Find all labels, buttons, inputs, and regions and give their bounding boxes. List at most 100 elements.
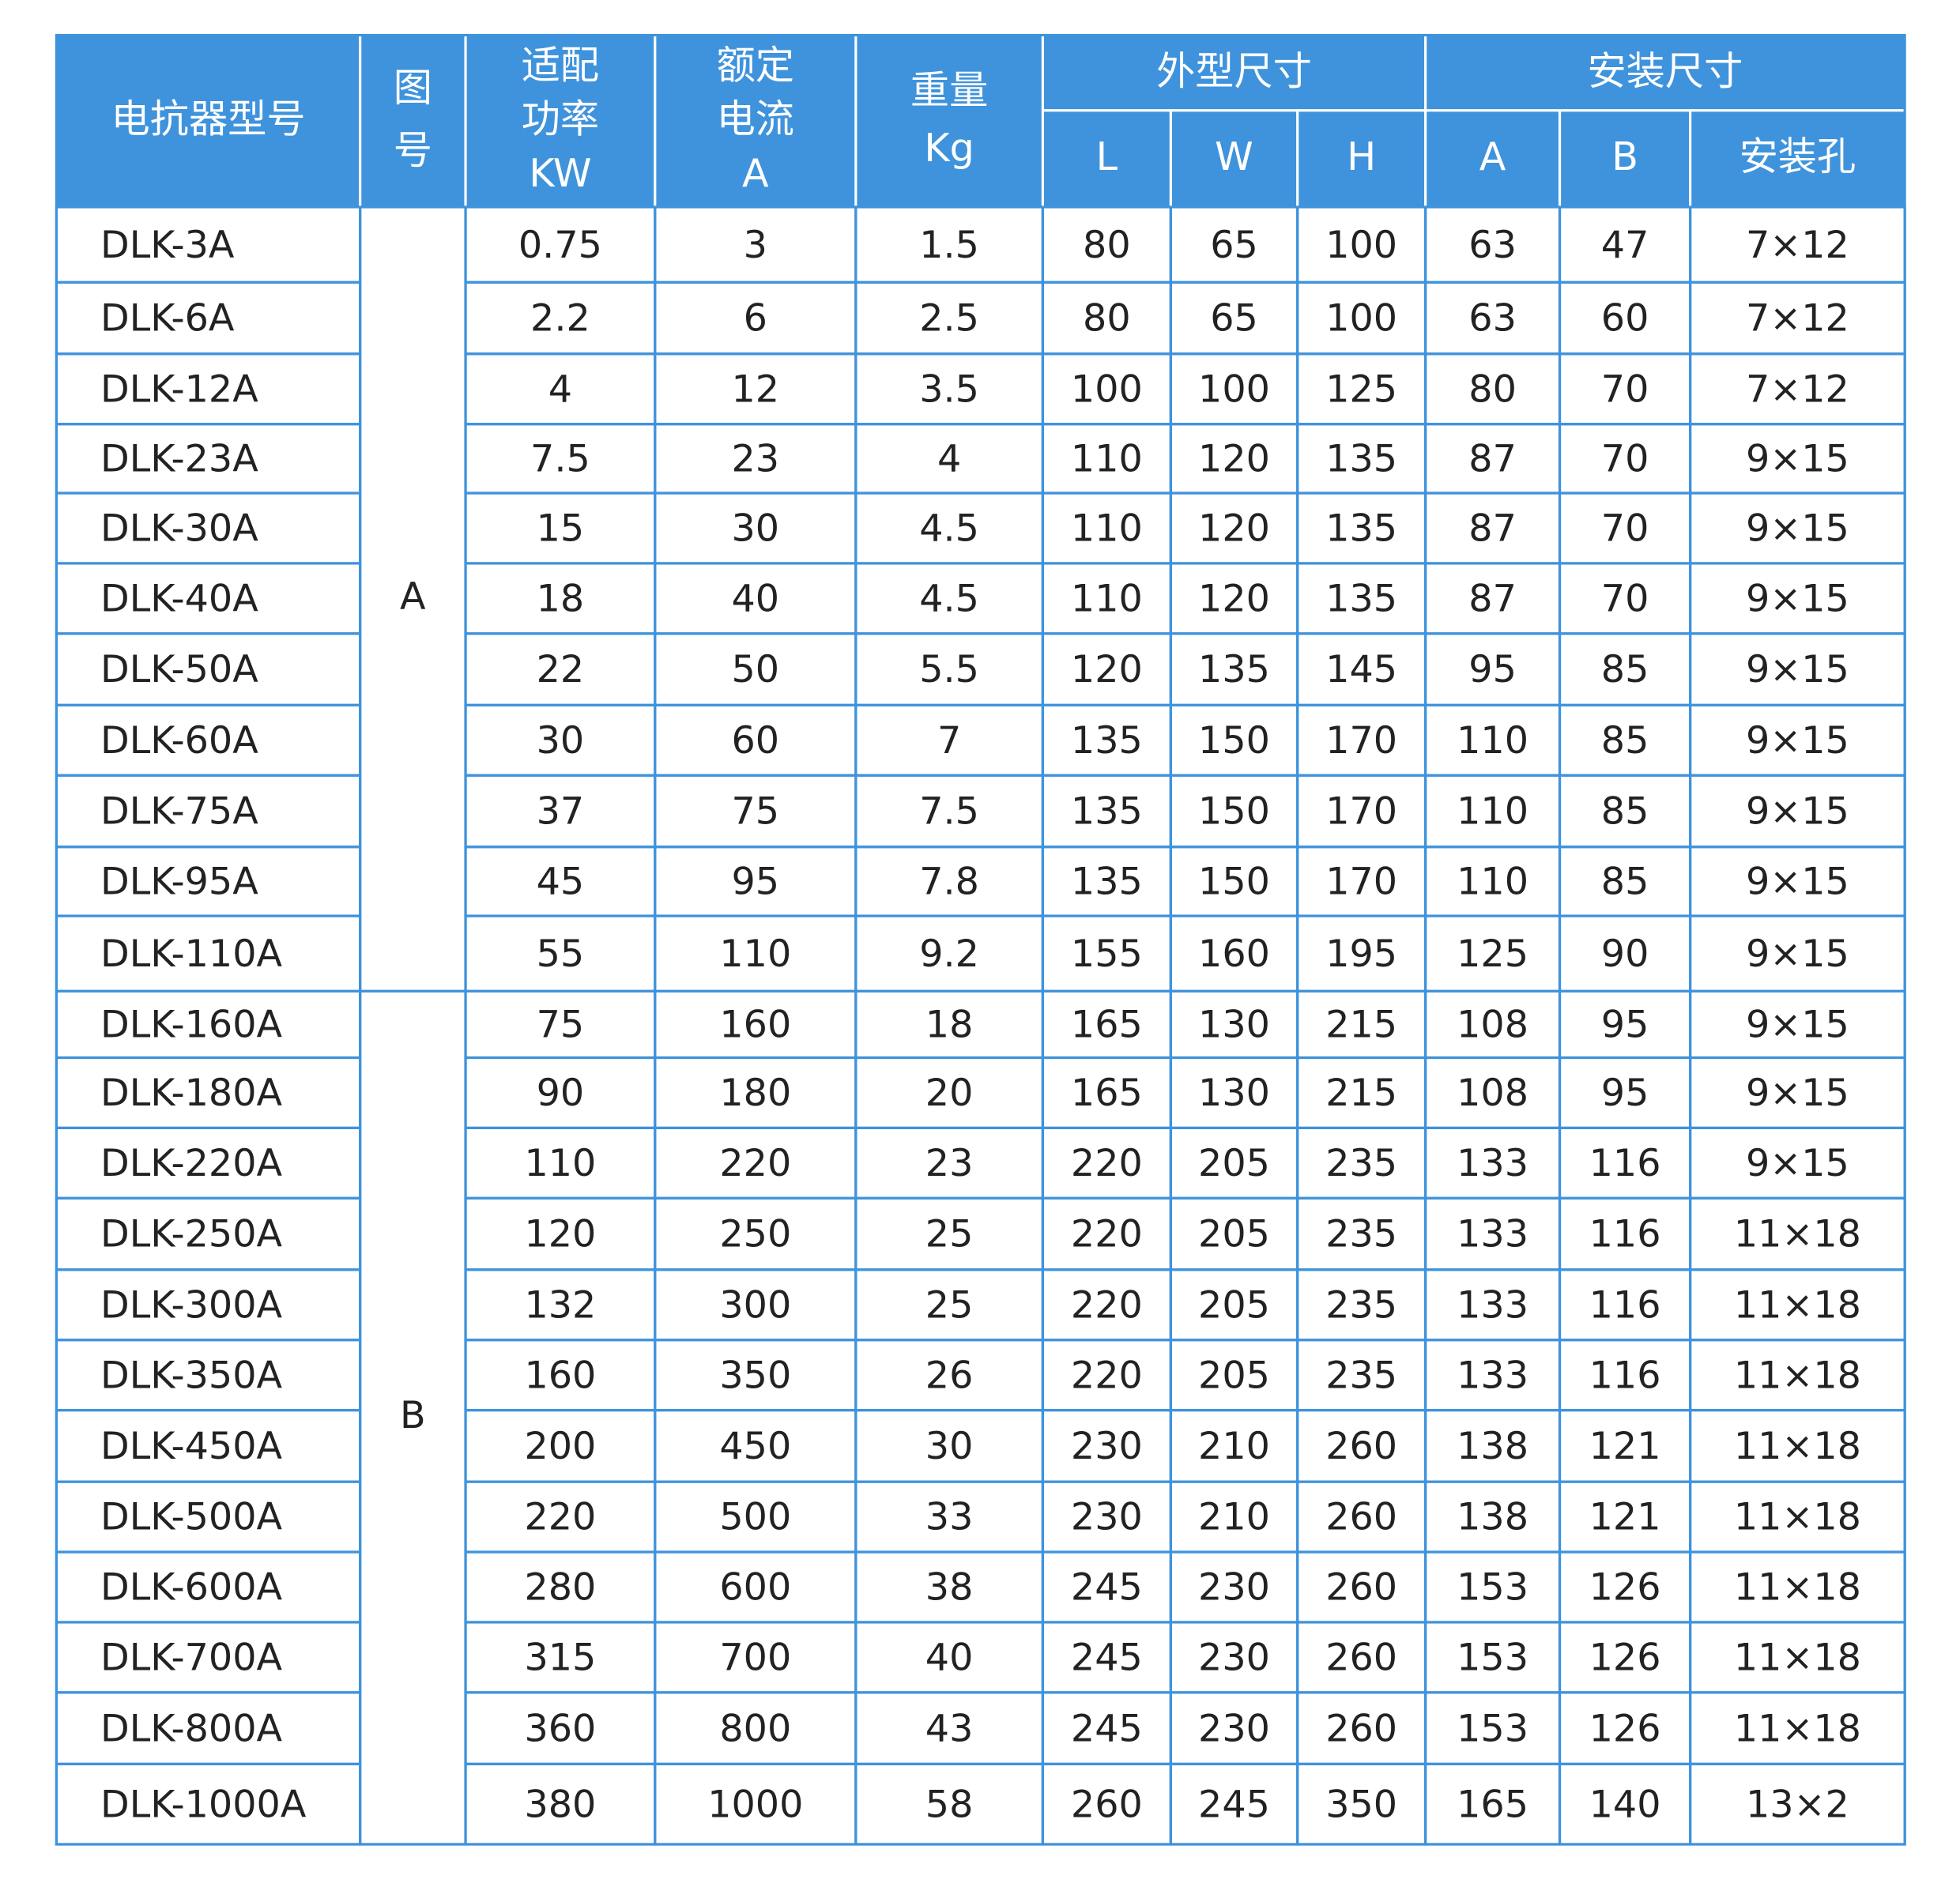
cell-value: 87 <box>1468 438 1517 481</box>
cell-value: 230 <box>1071 1425 1143 1468</box>
cell-value: 210 <box>1198 1425 1270 1468</box>
cell-value: 70 <box>1601 578 1649 621</box>
header-label: 额定 <box>717 42 794 88</box>
cell-value: 140 <box>1589 1783 1661 1826</box>
cell-value: 160 <box>524 1354 596 1397</box>
header-label: 电流 <box>717 96 794 142</box>
cell-value: 25 <box>925 1283 974 1327</box>
figure-label: B <box>400 1394 426 1437</box>
cell-value: 65 <box>1210 224 1258 267</box>
cell-value: 165 <box>1071 1004 1143 1047</box>
cell-value: 33 <box>925 1496 974 1539</box>
cell-value: 153 <box>1457 1637 1528 1680</box>
cell-value: 23 <box>731 438 779 481</box>
cell-value: 90 <box>537 1072 585 1115</box>
cell-value: 11×18 <box>1734 1425 1861 1468</box>
model-name: DLK-600A <box>100 1566 283 1610</box>
cell-value: 40 <box>925 1637 974 1680</box>
cell-value: 7.8 <box>919 861 979 904</box>
header-label: H <box>1347 134 1376 179</box>
cell-value: 153 <box>1457 1707 1528 1750</box>
cell-value: 70 <box>1601 438 1649 481</box>
cell-value: 100 <box>1071 367 1143 411</box>
cell-value: 40 <box>731 578 779 621</box>
figure-label: A <box>400 575 426 619</box>
cell-value: 7.5 <box>919 790 979 834</box>
cell-value: 4.5 <box>919 507 979 551</box>
cell-value: 153 <box>1457 1566 1528 1610</box>
header-label: 安装尺寸 <box>1587 48 1743 94</box>
cell-value: 220 <box>1071 1213 1143 1256</box>
cell-value: 7×12 <box>1746 224 1849 267</box>
cell-value: 132 <box>524 1283 596 1327</box>
model-name: DLK-700A <box>100 1637 283 1680</box>
cell-value: 205 <box>1198 1283 1270 1327</box>
header-label: 重量 <box>910 67 988 113</box>
cell-value: 1.5 <box>919 224 979 267</box>
cell-value: 450 <box>719 1425 791 1468</box>
cell-value: 85 <box>1601 719 1649 763</box>
cell-value: 9×15 <box>1746 719 1849 763</box>
cell-value: 9×15 <box>1746 790 1849 834</box>
model-name: DLK-95A <box>100 861 258 904</box>
cell-value: 220 <box>719 1142 791 1185</box>
header-label: 号 <box>394 127 432 173</box>
cell-value: 120 <box>1071 648 1143 691</box>
cell-value: 126 <box>1589 1566 1661 1610</box>
cell-value: 30 <box>731 507 779 551</box>
cell-value: 43 <box>925 1707 974 1750</box>
cell-value: 205 <box>1198 1142 1270 1185</box>
header-label: W <box>1215 134 1253 179</box>
cell-value: 25 <box>925 1213 974 1256</box>
cell-value: 230 <box>1198 1707 1270 1750</box>
cell-value: 126 <box>1589 1707 1661 1750</box>
cell-value: 80 <box>1468 367 1517 411</box>
header-label: L <box>1096 134 1118 179</box>
cell-value: 315 <box>524 1637 596 1680</box>
cell-value: 130 <box>1198 1072 1270 1115</box>
cell-value: 160 <box>1198 932 1270 976</box>
cell-value: 350 <box>1325 1783 1397 1826</box>
table-border <box>55 33 1906 1846</box>
model-name: DLK-23A <box>100 438 258 481</box>
cell-value: 135 <box>1325 438 1397 481</box>
model-name: DLK-40A <box>100 578 258 621</box>
cell-value: 230 <box>1198 1637 1270 1680</box>
cell-value: 133 <box>1457 1283 1528 1327</box>
header-label: 图 <box>394 65 432 111</box>
cell-value: 220 <box>1071 1142 1143 1185</box>
cell-value: 75 <box>731 790 779 834</box>
cell-value: 280 <box>524 1566 596 1610</box>
cell-value: 125 <box>1325 367 1397 411</box>
cell-value: 3 <box>744 224 767 267</box>
header-label: Kg <box>924 125 974 171</box>
cell-value: 2.5 <box>919 297 979 341</box>
cell-value: 70 <box>1601 367 1649 411</box>
model-name: DLK-350A <box>100 1354 283 1397</box>
cell-value: 116 <box>1589 1283 1661 1327</box>
model-name: DLK-250A <box>100 1213 283 1256</box>
cell-value: 116 <box>1589 1354 1661 1397</box>
cell-value: 9×15 <box>1746 507 1849 551</box>
cell-value: 700 <box>719 1637 791 1680</box>
cell-value: 133 <box>1457 1354 1528 1397</box>
cell-value: 260 <box>1325 1566 1397 1610</box>
cell-value: 121 <box>1589 1425 1661 1468</box>
cell-value: 120 <box>524 1213 596 1256</box>
cell-value: 60 <box>731 719 779 763</box>
model-name: DLK-6A <box>100 297 235 341</box>
cell-value: 9.2 <box>919 932 979 976</box>
cell-value: 110 <box>1071 438 1143 481</box>
cell-value: 7×12 <box>1746 367 1849 411</box>
cell-value: 108 <box>1457 1072 1528 1115</box>
cell-value: 45 <box>537 861 585 904</box>
cell-value: 0.75 <box>518 224 602 267</box>
cell-value: 126 <box>1589 1637 1661 1680</box>
header-bg <box>56 35 1905 208</box>
cell-value: 116 <box>1589 1142 1661 1185</box>
cell-value: 205 <box>1198 1354 1270 1397</box>
cell-value: 11×18 <box>1734 1566 1861 1610</box>
cell-value: 110 <box>1457 861 1528 904</box>
cell-value: 100 <box>1325 224 1397 267</box>
cell-value: 121 <box>1589 1496 1661 1539</box>
